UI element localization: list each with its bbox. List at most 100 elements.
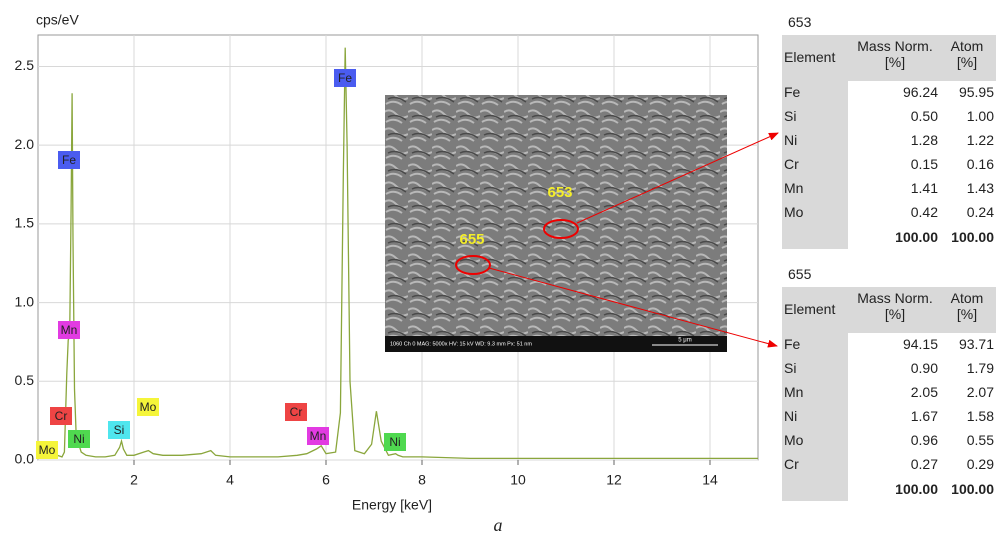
y-tick-label: 0.0: [15, 451, 35, 467]
peak-label-box: [334, 69, 356, 87]
cell: Ni: [784, 408, 798, 424]
column-bg: [782, 333, 848, 501]
peak-label: Fe: [338, 71, 352, 85]
spot-marker: [455, 255, 491, 275]
peak-label-box: [50, 407, 72, 425]
y-axis-label: cps/eV: [36, 12, 79, 28]
cell: 0.15: [910, 156, 938, 172]
y-tick-label: 1.0: [15, 293, 35, 309]
cell: Mo: [784, 204, 804, 220]
peak-label: Ni: [389, 435, 400, 449]
peak-label: Mn: [61, 323, 78, 337]
cell: 1.22: [966, 132, 994, 148]
total: 100.00: [895, 229, 938, 245]
x-tick-label: 10: [510, 472, 526, 488]
total: 100.00: [951, 229, 994, 245]
cell: 94.15: [902, 336, 938, 352]
x-tick-label: 8: [418, 472, 426, 488]
peak-label-box: [108, 421, 130, 439]
peak-label-box: [307, 427, 329, 445]
cell: Si: [784, 360, 797, 376]
x-tick-label: 14: [702, 472, 718, 488]
cell: Mo: [784, 432, 804, 448]
sem-image: [385, 95, 727, 352]
cell: 1.58: [966, 408, 994, 424]
cell: 2.05: [910, 384, 938, 400]
peak-label: Mo: [140, 400, 157, 414]
cell: 0.96: [910, 432, 938, 448]
peak-label-box: [384, 433, 406, 451]
caption: a: [494, 515, 503, 535]
x-tick-label: 2: [130, 472, 138, 488]
peak-label: Cr: [55, 409, 68, 423]
spot-label: 655: [459, 231, 484, 248]
cell: 1.79: [966, 360, 994, 376]
y-tick-label: 2.5: [15, 57, 35, 73]
cell: 0.42: [910, 204, 938, 220]
cell: 0.90: [910, 360, 938, 376]
header: Element: [784, 301, 836, 317]
cell: 1.67: [910, 408, 938, 424]
column-bg: [782, 81, 848, 249]
table-title: 653: [788, 14, 812, 30]
peak-label: Ni: [73, 432, 84, 446]
peak-label-box: [68, 430, 90, 448]
peak-label-box: [36, 441, 58, 459]
x-tick-label: 4: [226, 472, 234, 488]
y-tick-label: 2.0: [15, 136, 35, 152]
y-tick-label: 1.5: [15, 215, 35, 231]
cell: 96.24: [902, 84, 938, 100]
x-axis-label: Energy [keV]: [352, 497, 432, 513]
peak-label-box: [58, 321, 80, 339]
cell: 0.50: [910, 108, 938, 124]
peak-label: Cr: [290, 405, 303, 419]
total: 100.00: [951, 481, 994, 497]
cell: 0.16: [966, 156, 994, 172]
cell: Fe: [784, 84, 801, 100]
peak-label-box: [137, 398, 159, 416]
header: Element: [784, 49, 836, 65]
y-tick-label: 0.5: [15, 372, 35, 388]
peak-label-box: [285, 403, 307, 421]
scale-label: 5 μm: [678, 338, 691, 344]
cell: 1.43: [966, 180, 994, 196]
cell: 0.27: [910, 456, 938, 472]
cell: 93.71: [958, 336, 994, 352]
cell: 0.24: [966, 204, 994, 220]
peak-label: Si: [114, 423, 125, 437]
cell: Mn: [784, 180, 804, 196]
cell: 1.00: [966, 108, 994, 124]
image-info: 1060 Ch 0 MAG: 5000x HV: 15 kV WD: 9.3 m…: [390, 341, 532, 347]
peak-label: Mo: [39, 443, 56, 457]
header: Mass Norm. [%]: [857, 290, 933, 322]
cell: Cr: [784, 156, 799, 172]
header-bg: [782, 287, 996, 333]
spot-marker: [543, 219, 579, 239]
x-tick-label: 6: [322, 472, 330, 488]
cell: 0.55: [966, 432, 994, 448]
x-tick-label: 12: [606, 472, 622, 488]
table-title: 655: [788, 266, 812, 282]
peak-label: Mn: [310, 429, 327, 443]
cell: 95.95: [958, 84, 994, 100]
arrow: [576, 132, 779, 224]
cell: 1.41: [910, 180, 938, 196]
peak-label: Fe: [62, 153, 76, 167]
cell: Si: [784, 108, 797, 124]
image-info-bar: [385, 336, 727, 352]
cell: Cr: [784, 456, 799, 472]
header: Atom [%]: [950, 290, 984, 322]
cell: Mn: [784, 384, 804, 400]
header-bg: [782, 35, 996, 81]
arrow: [488, 267, 778, 348]
cell: Fe: [784, 336, 801, 352]
header: Atom [%]: [950, 38, 984, 70]
cell: 1.28: [910, 132, 938, 148]
cell: 2.07: [966, 384, 994, 400]
peak-label-box: [58, 151, 80, 169]
cell: Ni: [784, 132, 798, 148]
total: 100.00: [895, 481, 938, 497]
header: Mass Norm. [%]: [857, 38, 933, 70]
